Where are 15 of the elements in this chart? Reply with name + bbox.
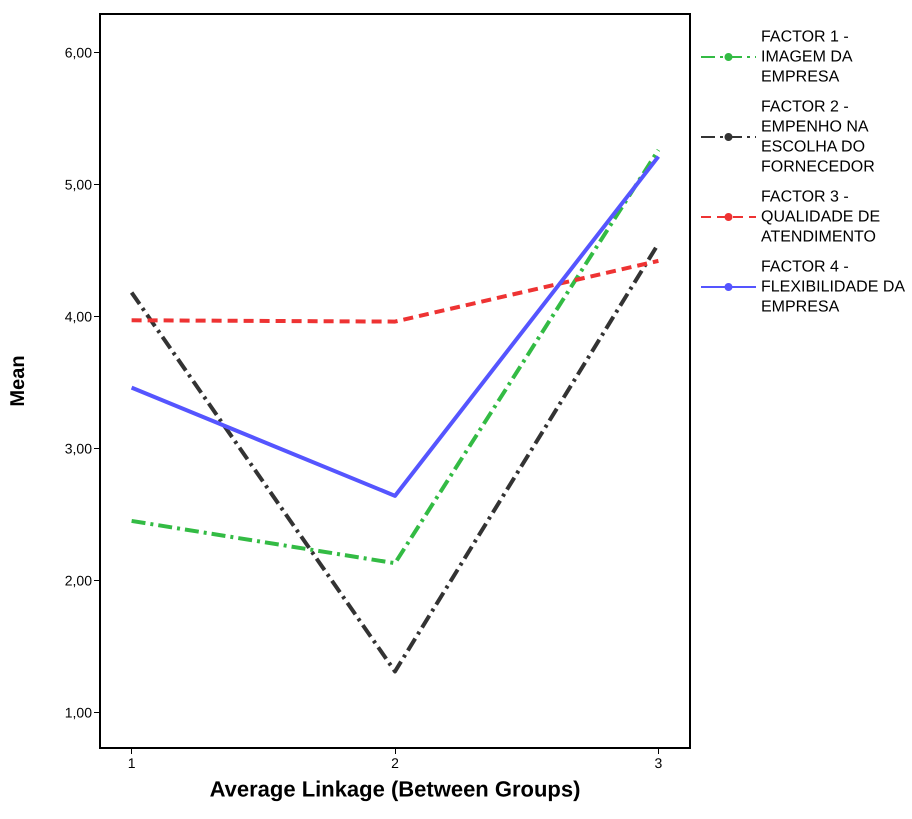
x-tick-label: 1 [128,755,136,771]
legend-label: FACTOR 1 - IMAGEM DA EMPRESA [761,28,856,86]
y-tick-label: 2,00 [64,572,92,588]
legend-label: FACTOR 3 - QUALIDADE DE ATENDIMENTO [761,188,885,246]
y-tick-label: 1,00 [64,704,92,720]
x-tick-label: 2 [391,755,400,771]
y-tick-label: 6,00 [64,44,92,60]
legend-label: FACTOR 4 - FLEXIBILIDADE DA EMPRESA [761,258,909,316]
x-tick-label: 3 [654,755,662,771]
x-axis-title: Average Linkage (Between Groups) [210,776,580,802]
legend-label: FACTOR 2 - EMPENHO NA ESCOLHA DO FORNECEDOR [761,98,875,176]
y-axis-title: Mean [7,355,29,407]
y-tick-label: 4,00 [64,308,92,324]
y-tick-label: 3,00 [64,440,92,456]
y-tick-label: 5,00 [64,176,92,192]
